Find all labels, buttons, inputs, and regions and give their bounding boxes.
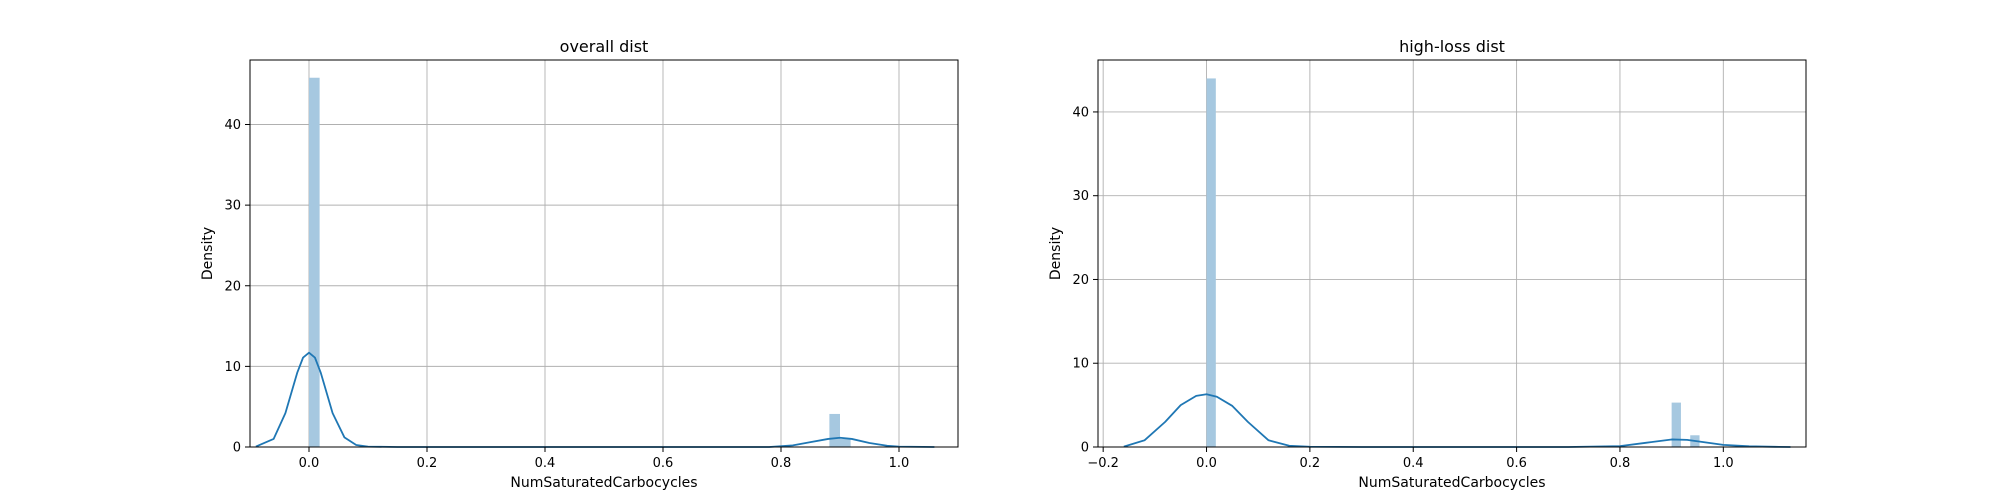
x-tick-label: 0.8 [771,456,792,471]
x-tick-label: 0.2 [417,456,438,471]
x-tick-label: 1.0 [889,456,910,471]
x-tick-label: 0.0 [299,456,320,471]
y-axis-label: Density [200,227,216,280]
chart-title: overall dist [560,37,649,56]
x-axis-label: NumSaturatedCarbocycles [510,475,697,491]
y-tick-label: 30 [224,199,241,214]
histogram-bar [840,438,851,447]
chart-title: high-loss dist [1399,37,1505,56]
y-tick-label: 0 [1081,441,1089,456]
x-tick-label: 0.4 [535,456,556,471]
y-tick-label: 10 [224,360,241,375]
histogram-bar [309,77,320,448]
x-tick-label: 0.0 [1196,456,1217,471]
x-tick-label: 0.8 [1610,456,1631,471]
histogram-bar [1671,402,1681,447]
y-tick-label: 10 [1072,357,1089,372]
y-tick-label: 30 [1072,189,1089,204]
x-tick-label: 0.6 [653,456,674,471]
x-axis-label: NumSaturatedCarbocycles [1358,475,1545,491]
x-tick-label: 0.4 [1403,456,1424,471]
plot-frame [249,59,959,448]
chart-high-loss-dist: −0.2 0.0 0.2 0.4 0.6 0.8 1.0 0 10 20 30 40 high-loss… [1048,37,1807,491]
histogram-bar [1206,78,1216,447]
y-tick-label: 40 [1072,105,1089,120]
x-tick-label: 0.6 [1506,456,1527,471]
x-tick-label: 0.2 [1300,456,1321,471]
plot-frame [1097,59,1807,448]
chart-overall-dist: 0.0 0.2 0.4 0.6 0.8 1.0 0 10 20 30 40 overall dist N… [200,37,959,491]
y-tick-label: 40 [224,118,241,133]
histogram-bar [829,413,840,447]
y-axis-label: Density [1048,227,1064,280]
y-tick-label: 20 [224,279,241,294]
x-tick-label: 1.0 [1713,456,1734,471]
y-tick-label: 20 [1072,273,1089,288]
y-tick-label: 0 [233,441,241,456]
x-tick-label: −0.2 [1087,456,1119,471]
